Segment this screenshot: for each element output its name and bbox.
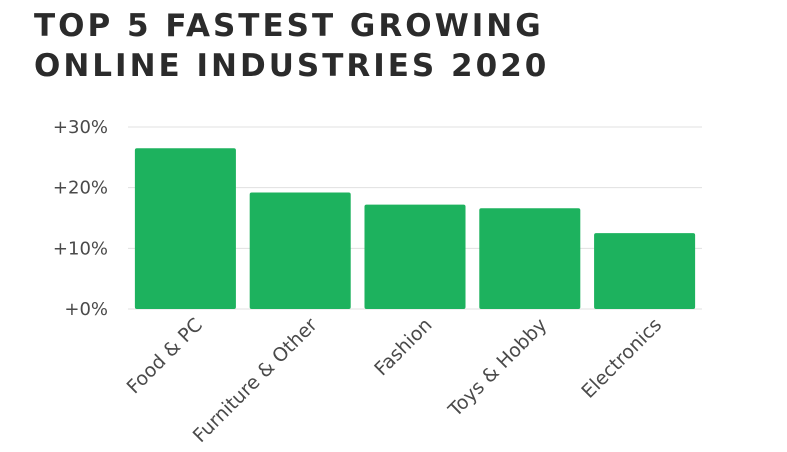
chart-title: TOP 5 FASTEST GROWING ONLINE INDUSTRIES … [34, 6, 549, 86]
y-tick-label: +20% [53, 178, 108, 199]
chart-title-line-2: ONLINE INDUSTRIES 2020 [34, 48, 550, 84]
bar [249, 192, 351, 309]
x-tick-label: Toys & Hobby [444, 314, 552, 422]
bar [594, 233, 696, 309]
x-tick-label: Food & PC [123, 314, 207, 398]
bar [134, 148, 236, 309]
bar [364, 204, 466, 309]
y-tick-label: +0% [64, 299, 108, 320]
y-tick-label: +30% [53, 117, 108, 138]
x-tick-label: Fashion [370, 314, 436, 380]
x-tick-label: Furniture & Other [189, 314, 322, 447]
bar [479, 208, 581, 309]
chart-title-line-1: TOP 5 FASTEST GROWING [34, 8, 544, 44]
y-tick-label: +10% [53, 238, 108, 259]
x-tick-label: Electronics [577, 314, 666, 403]
